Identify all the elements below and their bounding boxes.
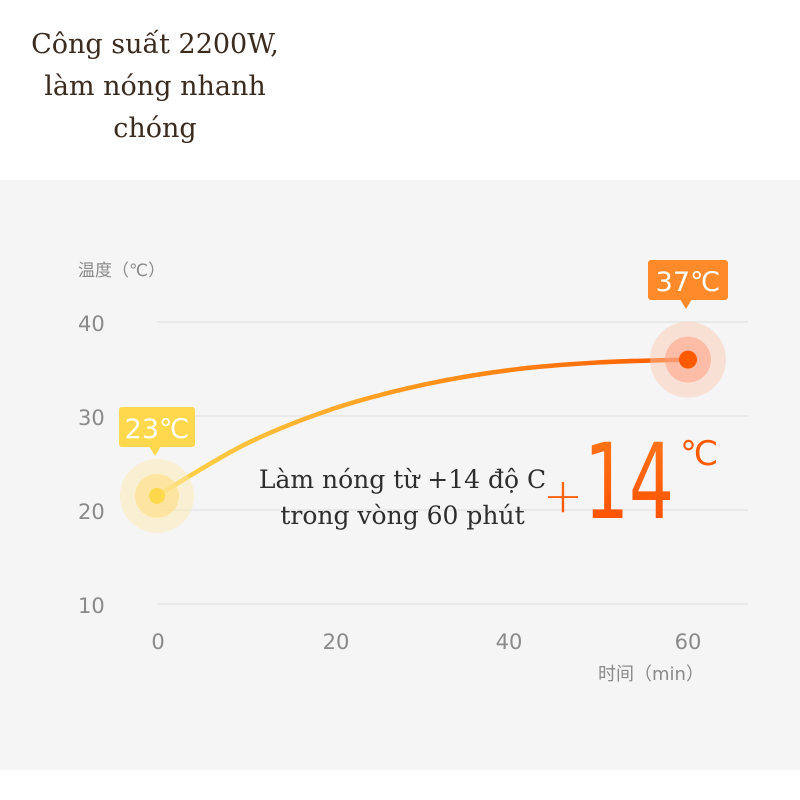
start-callout-box [119,407,195,447]
x-tick-labels: 0 20 40 60 [151,630,701,654]
increase-plus: + [543,468,583,524]
y-tick-labels: 10 20 30 40 [78,312,105,618]
x-axis-label: 时间（min） [598,664,704,685]
increase-badge: + 14 ℃ [543,421,718,543]
start-callout: 23℃ [119,407,195,456]
temperature-curve [154,357,691,499]
x-tick-label-60: 60 [675,630,702,654]
heating-caption: Làm nóng từ +14 độ C trong vòng 60 phút [258,465,547,530]
increase-number: 14 [584,421,674,543]
end-callout-box [648,260,728,300]
increase-unit: ℃ [680,434,718,474]
y-tick-label-20: 20 [78,500,105,524]
x-tick-label-20: 20 [323,630,350,654]
end-callout-pointer [680,299,692,309]
start-point [120,458,194,533]
end-dot [679,350,697,369]
y-tick-label-40: 40 [78,312,105,336]
start-dot [149,487,165,504]
end-callout: 37℃ [648,260,728,309]
y-axis-label: 温度（℃） [78,261,165,281]
start-callout-label: 23℃ [125,414,190,445]
end-callout-label: 37℃ [656,267,721,298]
headline: Công suất 2200W, làm nóng nhanh chóng [31,29,279,144]
y-tick-label-30: 30 [78,406,105,430]
x-tick-label-0: 0 [151,630,164,654]
x-tick-label-40: 40 [496,630,523,654]
end-point [650,321,726,398]
grid-lines [157,321,748,605]
start-callout-pointer [149,446,161,456]
y-tick-label-10: 10 [78,594,105,618]
